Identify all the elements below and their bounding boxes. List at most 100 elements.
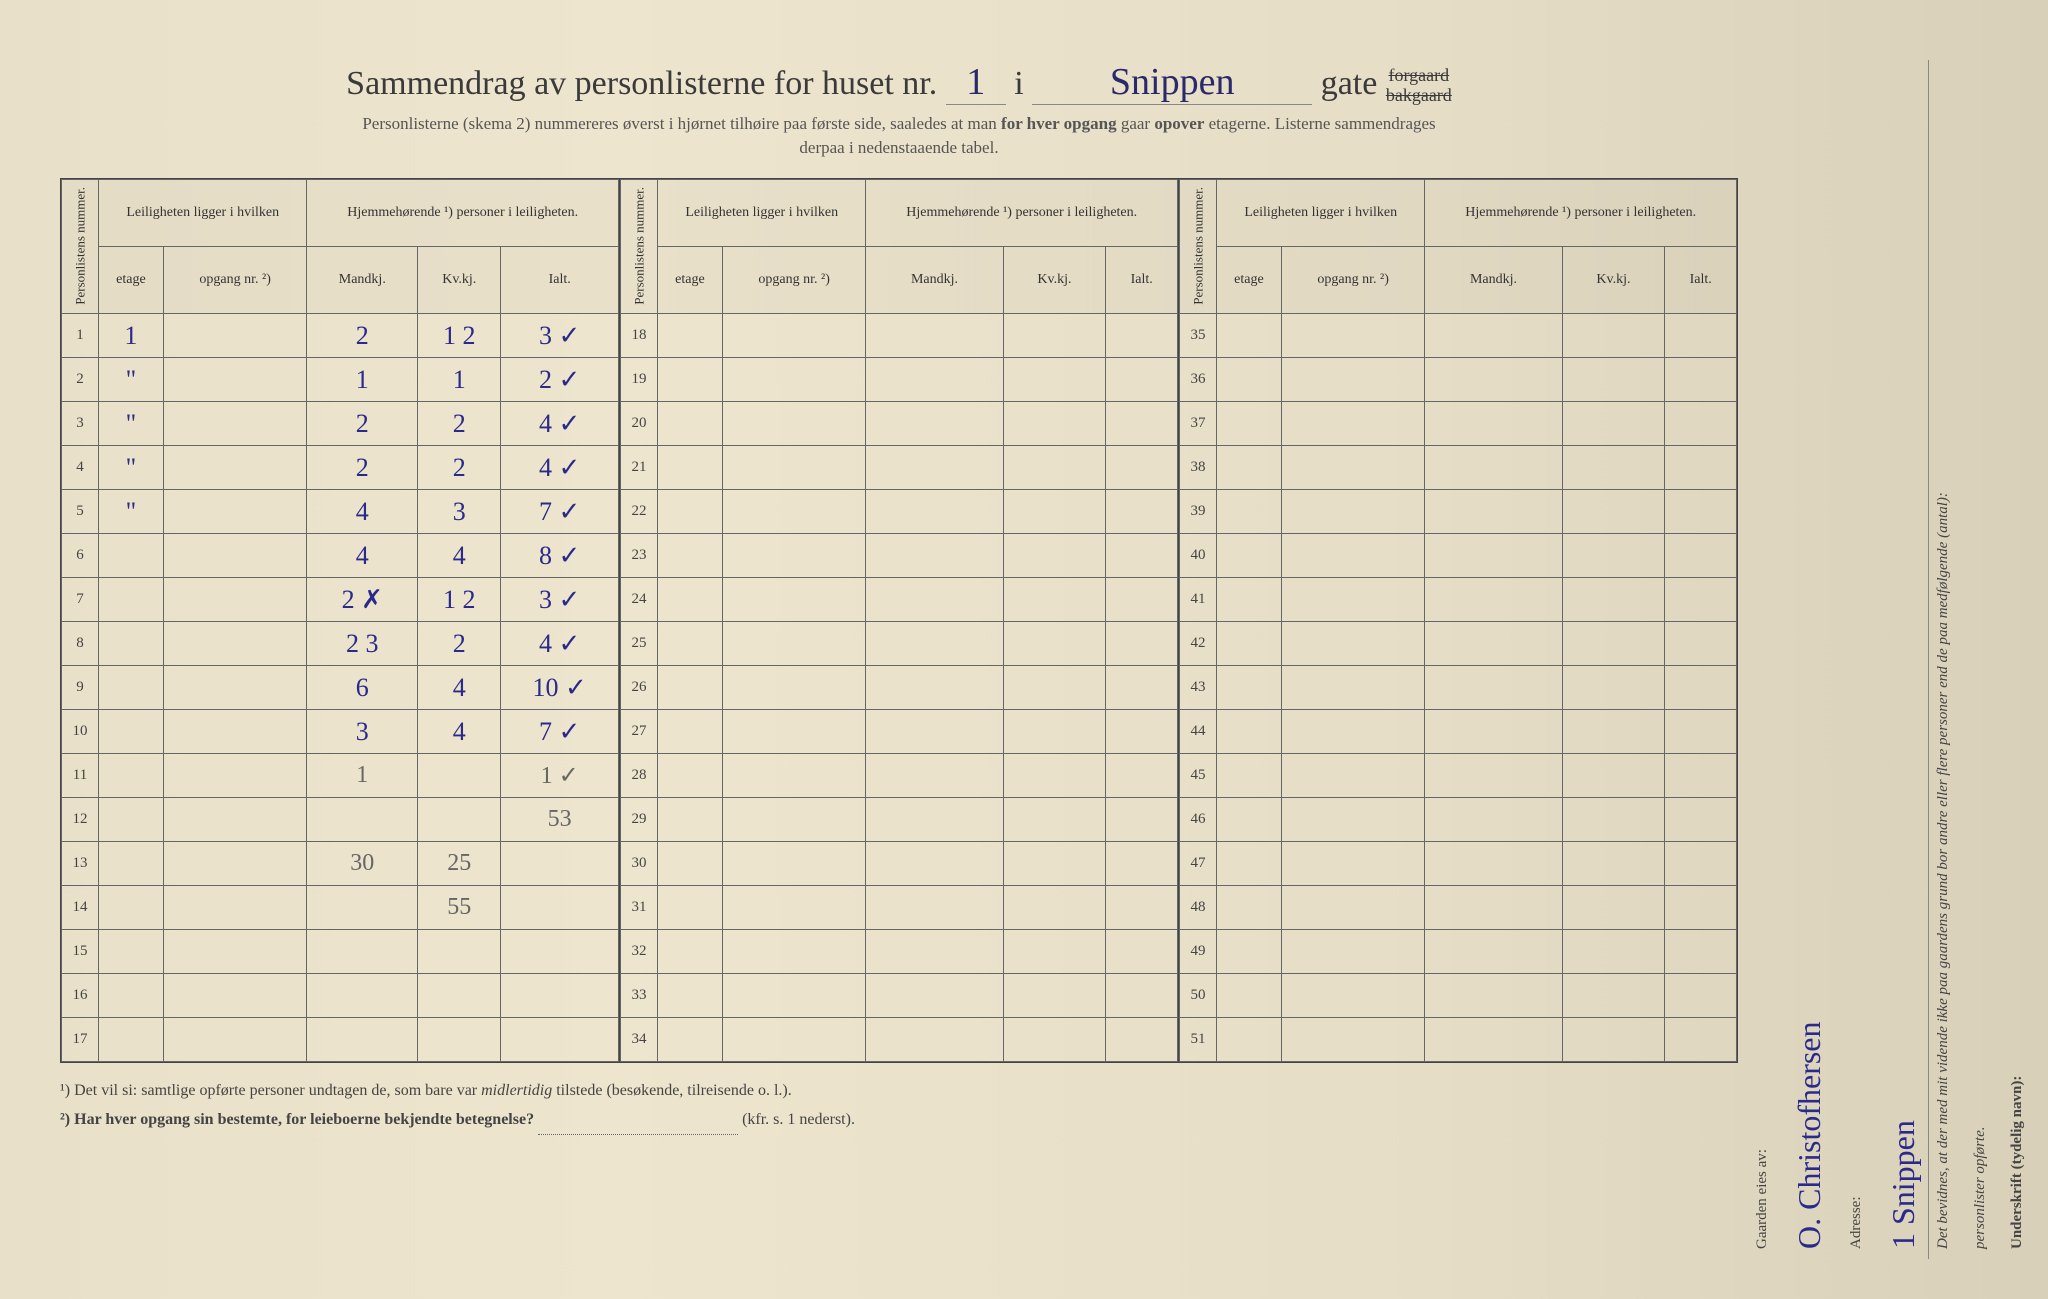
cell-opgang (163, 402, 307, 446)
cell-ialt: 8 ✓ (501, 534, 619, 578)
owner-column: Gaarden eies av: O. Christofhersen Adres… (1748, 60, 1929, 1259)
row-number: 7 (62, 578, 99, 622)
cell-opgang (163, 974, 307, 1018)
cell-etage (658, 490, 723, 534)
col-ialt: Ialt. (501, 246, 619, 313)
subtitle: Personlisterne (skema 2) nummereres øver… (60, 112, 1738, 160)
cell-opgang (722, 710, 866, 754)
cell-ialt (1665, 930, 1737, 974)
table-row: 42 (1180, 622, 1737, 666)
col-etage: etage (1217, 246, 1282, 313)
table-row: 40 (1180, 534, 1737, 578)
cell-kvkj (1003, 710, 1106, 754)
footnotes: ¹) Det vil si: samtlige opførte personer… (60, 1077, 1738, 1135)
cell-kvkj (1003, 666, 1106, 710)
table-row: 14 55 (62, 886, 619, 930)
row-number: 35 (1180, 314, 1217, 358)
cell-ialt: 4 ✓ (501, 446, 619, 490)
col-kvkj: Kv.kj. (418, 246, 501, 313)
cell-ialt (1106, 974, 1178, 1018)
cell-ialt (501, 930, 619, 974)
col-mandkj: Mandkj. (307, 246, 418, 313)
row-number: 1 (62, 314, 99, 358)
cell-opgang (1281, 1018, 1425, 1062)
cell-ialt (1106, 622, 1178, 666)
cell-mandkj: 4 (307, 490, 418, 534)
cell-ialt: 4 ✓ (501, 402, 619, 446)
cell-mandkj (866, 666, 1003, 710)
row-number: 3 (62, 402, 99, 446)
row-number: 11 (62, 754, 99, 798)
row-number: 14 (62, 886, 99, 930)
cell-etage (658, 974, 723, 1018)
cell-mandkj (1425, 974, 1562, 1018)
cell-mandkj (866, 490, 1003, 534)
col-personlistens: Personlistens nummer. (62, 179, 99, 314)
cell-opgang (722, 402, 866, 446)
cell-etage (99, 578, 164, 622)
underskrift-label: Underskrift (tydelig navn): (2009, 70, 2026, 1249)
cell-opgang (1281, 446, 1425, 490)
col-mandkj: Mandkj. (1425, 246, 1562, 313)
cell-opgang (163, 754, 307, 798)
cell-ialt (1665, 578, 1737, 622)
row-number: 50 (1180, 974, 1217, 1018)
table-row: 26 (621, 666, 1178, 710)
row-number: 2 (62, 358, 99, 402)
col-opgang: opgang nr. ²) (1281, 246, 1425, 313)
cell-kvkj (1003, 754, 1106, 798)
cell-kvkj (418, 930, 501, 974)
row-number: 37 (1180, 402, 1217, 446)
cell-etage (1217, 974, 1282, 1018)
personlister-text: personlister opførte. (1972, 70, 1989, 1249)
row-number: 16 (62, 974, 99, 1018)
cell-etage (1217, 886, 1282, 930)
table-row: 49 (1180, 930, 1737, 974)
cell-ialt (1106, 710, 1178, 754)
cell-etage (1217, 798, 1282, 842)
col-personlistens: Personlistens nummer. (1180, 179, 1217, 314)
cell-kvkj (1562, 1018, 1665, 1062)
cell-ialt (1106, 490, 1178, 534)
cell-etage (658, 314, 723, 358)
cell-mandkj: 1 (307, 754, 418, 798)
cell-kvkj: 55 (418, 886, 501, 930)
cell-opgang (1281, 710, 1425, 754)
cell-opgang (1281, 402, 1425, 446)
owner-name: O. Christofhersen (1791, 70, 1828, 1249)
cell-mandkj: 2 ✗ (307, 578, 418, 622)
cell-ialt (1665, 490, 1737, 534)
cell-etage (658, 446, 723, 490)
cell-opgang (1281, 622, 1425, 666)
row-number: 24 (621, 578, 658, 622)
cell-opgang (722, 314, 866, 358)
cell-opgang (722, 842, 866, 886)
cell-mandkj (866, 842, 1003, 886)
table-row: 9 6 4 10 ✓ (62, 666, 619, 710)
cell-opgang (163, 798, 307, 842)
cell-etage (1217, 358, 1282, 402)
cell-etage (99, 754, 164, 798)
cell-opgang (722, 974, 866, 1018)
cell-etage (1217, 490, 1282, 534)
cell-etage: " (99, 402, 164, 446)
row-number: 20 (621, 402, 658, 446)
cell-kvkj (1562, 490, 1665, 534)
cell-opgang (1281, 490, 1425, 534)
cell-ialt: 53 (501, 798, 619, 842)
col-opgang: opgang nr. ²) (722, 246, 866, 313)
table-row: 16 (62, 974, 619, 1018)
cell-mandkj: 2 (307, 314, 418, 358)
cell-kvkj (1003, 534, 1106, 578)
cell-ialt (1106, 886, 1178, 930)
table-row: 38 (1180, 446, 1737, 490)
col-opgang: opgang nr. ²) (163, 246, 307, 313)
cell-mandkj (307, 974, 418, 1018)
cell-ialt (1665, 622, 1737, 666)
cell-mandkj (866, 534, 1003, 578)
row-number: 13 (62, 842, 99, 886)
cell-etage (99, 798, 164, 842)
col-leiligheten: Leiligheten ligger i hvilken (658, 179, 866, 246)
cell-kvkj: 4 (418, 534, 501, 578)
cell-etage (1217, 1018, 1282, 1062)
